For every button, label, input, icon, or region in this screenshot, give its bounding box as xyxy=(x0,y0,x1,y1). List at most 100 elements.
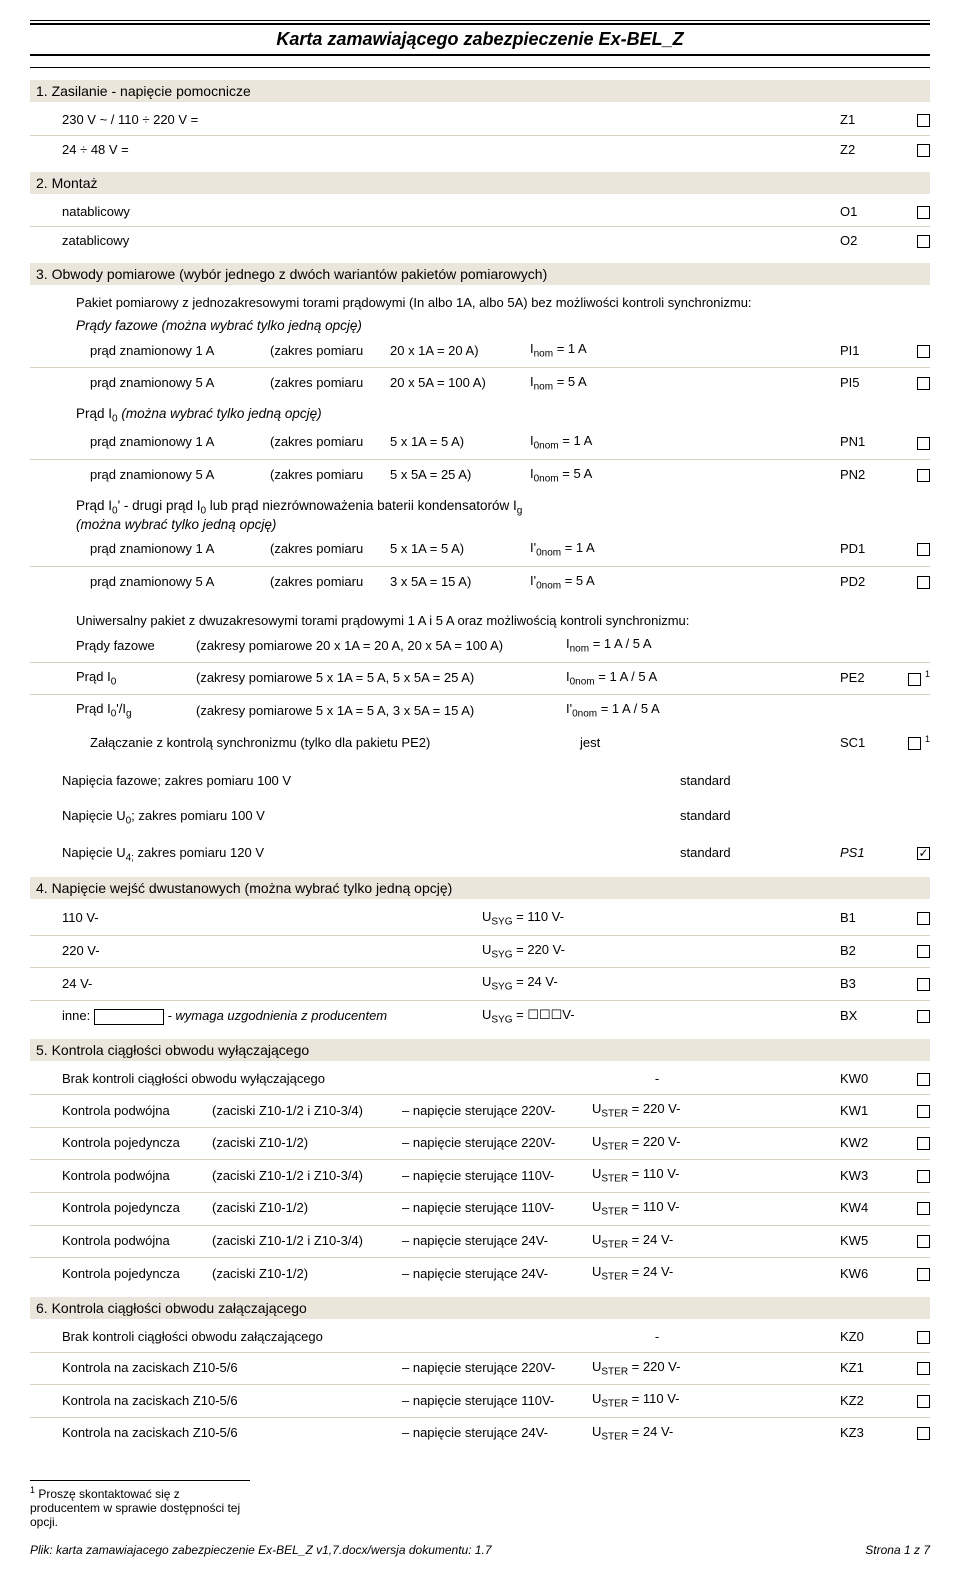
pi5-checkbox[interactable] xyxy=(917,377,930,390)
kw0-checkbox[interactable] xyxy=(917,1073,930,1086)
kz1-checkbox[interactable] xyxy=(917,1362,930,1375)
uni2-c1: Prąd I0 xyxy=(76,667,196,691)
opt-z2-label: 24 ÷ 48 V = xyxy=(62,140,482,161)
pn2-name: prąd znamionowy 5 A xyxy=(90,465,270,486)
kw4-code: KW4 xyxy=(840,1198,900,1219)
kw4-c3: – napięcie sterujące 110V- xyxy=(402,1198,592,1219)
kw1-c1: Kontrola podwójna xyxy=(62,1101,212,1122)
pi1-range: 20 x 1A = 20 A) xyxy=(390,341,530,362)
kw3-c3: – napięcie sterujące 110V- xyxy=(402,1166,592,1187)
pe2-checkbox[interactable] xyxy=(908,673,921,686)
footnote: 1 Proszę skontaktować się z producentem … xyxy=(30,1480,250,1529)
opt-o2-checkbox[interactable] xyxy=(917,235,930,248)
kz2-checkbox[interactable] xyxy=(917,1395,930,1408)
footer-page: Strona 1 z 7 xyxy=(865,1543,930,1557)
section-5-header: 5. Kontrola ciągłości obwodu wyłączające… xyxy=(30,1039,930,1061)
sync-val: jest xyxy=(580,733,740,754)
pd1-checkbox[interactable] xyxy=(917,543,930,556)
uni3-c3: I'0nom = 1 A / 5 A xyxy=(566,699,726,723)
nap1-val: standard xyxy=(680,771,840,792)
pd1-range-pre: (zakres pomiaru xyxy=(270,539,390,560)
opt-o1-code: O1 xyxy=(840,202,900,223)
kw5-val: USTER = 24 V- xyxy=(592,1230,722,1254)
kw5-checkbox[interactable] xyxy=(917,1235,930,1248)
kz2-c1: Kontrola na zaciskach Z10-5/6 xyxy=(62,1391,402,1412)
kz1-code: KZ1 xyxy=(840,1358,900,1379)
kw4-c2: (zaciski Z10-1/2) xyxy=(212,1198,402,1219)
pi1-code: PI1 xyxy=(840,341,900,362)
pe2-footnote-ref: 1 xyxy=(925,669,930,679)
kw2-checkbox[interactable] xyxy=(917,1137,930,1150)
kw3-c1: Kontrola podwójna xyxy=(62,1166,212,1187)
pn1-checkbox[interactable] xyxy=(917,437,930,450)
b1-checkbox[interactable] xyxy=(917,912,930,925)
pd1-code: PD1 xyxy=(840,539,900,560)
kw2-val: USTER = 220 V- xyxy=(592,1132,722,1156)
kz1-c3: – napięcie sterujące 220V- xyxy=(402,1358,592,1379)
b2-code: B2 xyxy=(840,941,900,962)
kw4-checkbox[interactable] xyxy=(917,1202,930,1215)
bx-val: USYG = ☐☐☐V- xyxy=(482,1005,662,1029)
pd2-checkbox[interactable] xyxy=(917,576,930,589)
ps1-code: PS1 xyxy=(840,843,900,867)
pi5-range: 20 x 5A = 100 A) xyxy=(390,373,530,394)
kw3-val: USTER = 110 V- xyxy=(592,1164,722,1188)
section-4-header: 4. Napięcie wejść dwustanowych (można wy… xyxy=(30,877,930,899)
b2-val: USYG = 220 V- xyxy=(482,940,662,964)
uni3-c1: Prąd I0'/Ig xyxy=(76,699,196,723)
pi1-inom: Inom = 1 A xyxy=(530,339,660,363)
sc1-checkbox[interactable] xyxy=(908,737,921,750)
uni1-c2: (zakresy pomiarowe 20 x 1A = 20 A, 20 x … xyxy=(196,636,566,657)
kw4-c1: Kontrola pojedyncza xyxy=(62,1198,212,1219)
b3-val: USYG = 24 V- xyxy=(482,972,662,996)
opt-z1-code: Z1 xyxy=(840,110,900,131)
opt-o2-label: zatablicowy xyxy=(62,231,482,252)
kz0-checkbox[interactable] xyxy=(917,1331,930,1344)
bx-label: inne: - wymaga uzgodnienia z producentem xyxy=(62,1006,482,1027)
b3-label: 24 V- xyxy=(62,974,482,995)
section-1-header: 1. Zasilanie - napięcie pomocnicze xyxy=(30,80,930,102)
opt-z1-label: 230 V ~ / 110 ÷ 220 V = xyxy=(62,110,482,131)
pi1-range-pre: (zakres pomiaru xyxy=(270,341,390,362)
kw6-checkbox[interactable] xyxy=(917,1268,930,1281)
sc1-footnote-ref: 1 xyxy=(925,734,930,744)
b2-checkbox[interactable] xyxy=(917,945,930,958)
pi5-code: PI5 xyxy=(840,373,900,394)
kw5-code: KW5 xyxy=(840,1231,900,1252)
kw3-code: KW3 xyxy=(840,1166,900,1187)
pd1-range: 5 x 1A = 5 A) xyxy=(390,539,530,560)
group-i0prime-label: Prąd I0' - drugi prąd I0 lub prąd niezró… xyxy=(30,498,930,532)
opt-o1-checkbox[interactable] xyxy=(917,206,930,219)
kz0-dash: - xyxy=(592,1327,722,1348)
kw1-c2: (zaciski Z10-1/2 i Z10-3/4) xyxy=(212,1101,402,1122)
nap2-val: standard xyxy=(680,806,840,830)
pi1-checkbox[interactable] xyxy=(917,345,930,358)
kw1-checkbox[interactable] xyxy=(917,1105,930,1118)
kw3-checkbox[interactable] xyxy=(917,1170,930,1183)
uni2-c3: I0nom = 1 A / 5 A xyxy=(566,667,726,691)
pn2-checkbox[interactable] xyxy=(917,469,930,482)
bx-input[interactable] xyxy=(94,1009,164,1025)
group-i0-label: Prąd I0 (można wybrać tylko jedną opcję) xyxy=(30,406,930,425)
kw1-code: KW1 xyxy=(840,1101,900,1122)
nap3-val: standard xyxy=(680,843,840,867)
pn1-inom: I0nom = 1 A xyxy=(530,431,660,455)
opt-z1-checkbox[interactable] xyxy=(917,114,930,127)
ps1-checkbox[interactable] xyxy=(917,847,930,860)
kz3-checkbox[interactable] xyxy=(917,1427,930,1440)
pn1-name: prąd znamionowy 1 A xyxy=(90,432,270,453)
kz2-c3: – napięcie sterujące 110V- xyxy=(402,1391,592,1412)
kw6-c2: (zaciski Z10-1/2) xyxy=(212,1264,402,1285)
opt-z2-checkbox[interactable] xyxy=(917,144,930,157)
b3-checkbox[interactable] xyxy=(917,978,930,991)
pn1-range-pre: (zakres pomiaru xyxy=(270,432,390,453)
pd1-inom: I'0nom = 1 A xyxy=(530,538,660,562)
kw1-val: USTER = 220 V- xyxy=(592,1099,722,1123)
pd1-name: prąd znamionowy 1 A xyxy=(90,539,270,560)
kw2-c2: (zaciski Z10-1/2) xyxy=(212,1133,402,1154)
pn1-code: PN1 xyxy=(840,432,900,453)
bx-checkbox[interactable] xyxy=(917,1010,930,1023)
kw0-dash: - xyxy=(592,1069,722,1090)
b3-code: B3 xyxy=(840,974,900,995)
sync-label: Załączanie z kontrolą synchronizmu (tylk… xyxy=(90,733,580,754)
